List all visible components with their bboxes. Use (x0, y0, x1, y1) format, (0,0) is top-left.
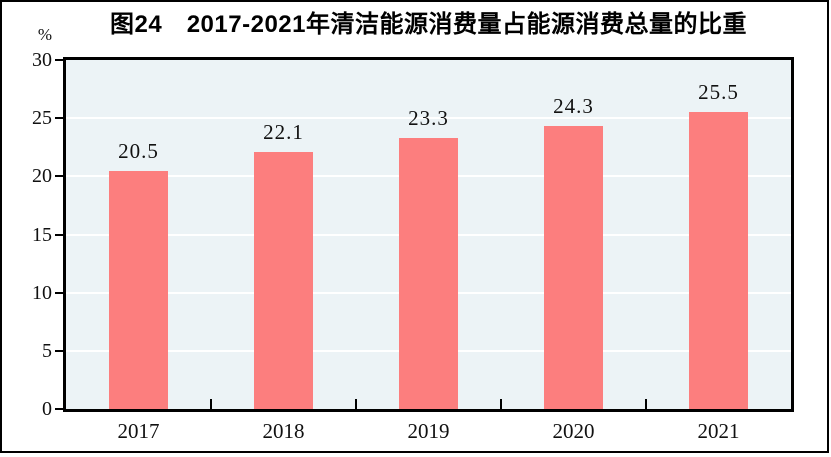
bar-value-label-2017: 20.5 (118, 138, 159, 163)
bar-2021 (689, 112, 748, 409)
y-axis-label-25: 25 (32, 107, 52, 130)
y-axis-tick-25 (55, 117, 64, 120)
y-axis-label-30: 30 (32, 49, 52, 71)
y-axis-label-15: 15 (32, 223, 52, 246)
bar-2018 (254, 151, 313, 409)
chart-title: 图24 2017-2021年清洁能源消费量占能源消费总量的比重 (110, 11, 747, 38)
y-axis-label-0: 0 (42, 398, 52, 420)
gridline-25 (66, 117, 791, 120)
bar-value-label-2019: 23.3 (408, 105, 449, 130)
x-axis-label-2020: 2020 (552, 419, 595, 443)
y-axis-tick-20 (55, 175, 64, 178)
bar-value-label-2020: 24.3 (553, 94, 594, 119)
plot-area: 20.5 22.1 23.3 24.3 25.5 (63, 57, 794, 412)
x-axis-label-2017: 2017 (117, 419, 160, 443)
y-axis-tick-15 (55, 233, 64, 236)
x-axis-tick-3 (500, 399, 502, 409)
y-axis-label-5: 5 (42, 339, 52, 362)
y-axis-tick-10 (55, 291, 64, 294)
y-axis-unit-label: % (37, 25, 52, 44)
x-axis-tick-2 (355, 399, 357, 409)
bar-2017 (109, 170, 168, 409)
y-axis-label-10: 10 (32, 281, 52, 304)
x-axis-tick-4 (645, 399, 647, 409)
x-axis-label-2019: 2019 (407, 419, 450, 443)
x-axis-label-2018: 2018 (262, 419, 305, 443)
bar-value-label-2018: 22.1 (263, 119, 304, 144)
y-axis-tick-30 (55, 59, 64, 61)
x-axis-label-2021: 2021 (697, 419, 740, 443)
bar-2020 (544, 126, 603, 409)
y-axis-tick-5 (55, 349, 64, 352)
y-axis-tick-0 (55, 408, 64, 410)
bar-2019 (399, 137, 458, 409)
x-axis-tick-1 (210, 399, 212, 409)
y-axis-label-20: 20 (32, 165, 52, 188)
bar-value-label-2021: 25.5 (698, 80, 739, 105)
